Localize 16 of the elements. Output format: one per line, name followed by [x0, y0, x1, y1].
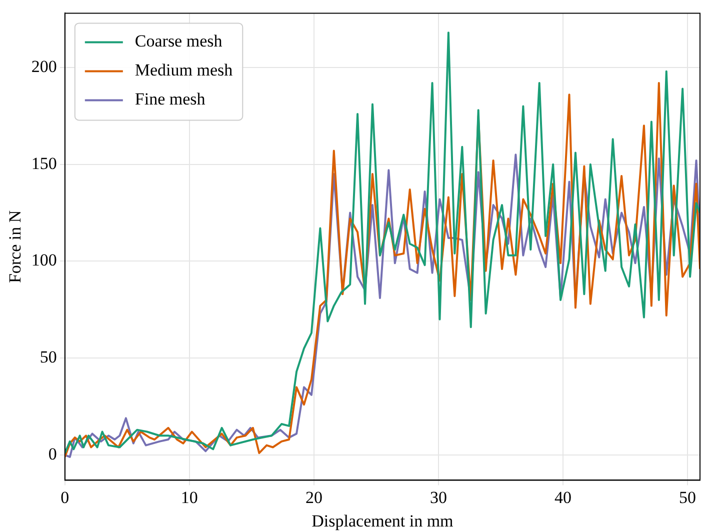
legend-label: Fine mesh	[134, 90, 206, 109]
x-tick-label: 0	[60, 488, 70, 507]
y-tick-label: 50	[40, 348, 57, 367]
y-axis-title: Force in N	[6, 210, 25, 284]
x-tick-label: 40	[554, 488, 572, 507]
x-tick-label: 10	[180, 488, 198, 507]
legend-label: Medium mesh	[134, 60, 234, 80]
x-tick-label: 30	[430, 488, 447, 507]
y-tick-label: 100	[31, 250, 57, 270]
y-tick-label: 150	[31, 154, 57, 173]
y-tick-label: 200	[31, 56, 57, 76]
legend-label: Coarse mesh	[134, 32, 223, 51]
x-tick-label: 50	[679, 488, 696, 507]
y-tick-label: 0	[48, 444, 57, 464]
x-tick-label: 20	[305, 488, 322, 507]
x-axis-title: Displacement in mm	[312, 511, 454, 530]
